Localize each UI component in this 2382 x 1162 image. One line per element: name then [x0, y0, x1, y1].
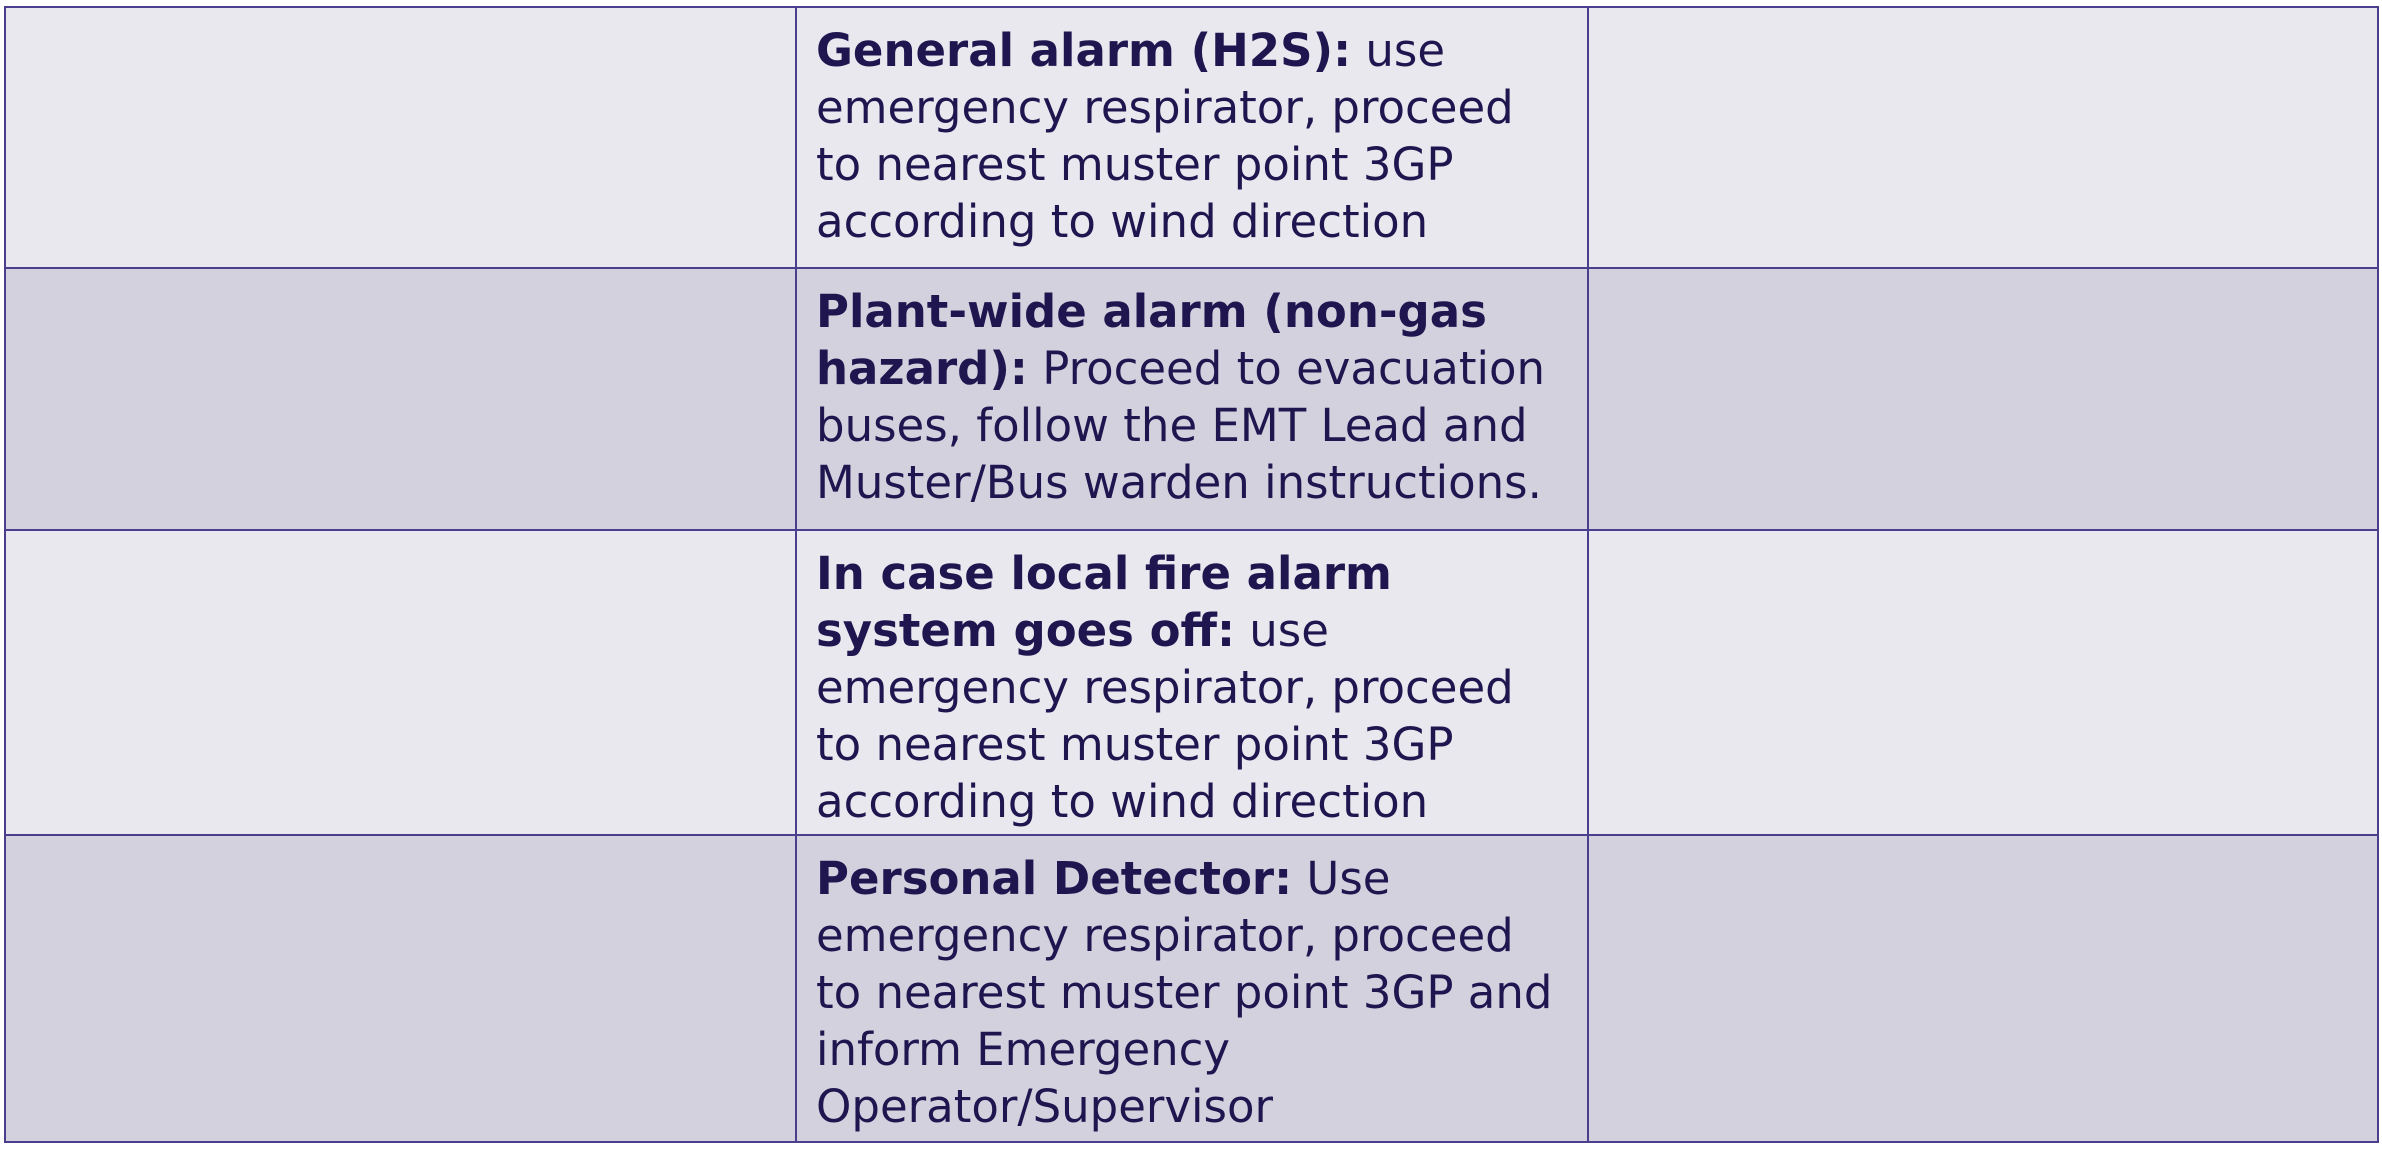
- procedure-title: General alarm (H2S):: [816, 24, 1352, 77]
- left-cell: [4, 529, 797, 836]
- procedure-title: In case local fire alarm system goes off…: [816, 547, 1392, 657]
- right-cell: [1587, 834, 2379, 1143]
- procedure-cell: Personal Detector: Use emergency respira…: [795, 834, 1589, 1143]
- table-row: General alarm (H2S): use emergency respi…: [4, 6, 2379, 269]
- procedure-title: Plant-wide alarm (non-gas hazard):: [816, 285, 1487, 395]
- left-cell: [4, 267, 797, 531]
- procedure-text: use emergency respirator, proceed to nea…: [816, 24, 1514, 248]
- table-row: Personal Detector: Use emergency respira…: [4, 834, 2379, 1143]
- procedure-cell: In case local fire alarm system goes off…: [795, 529, 1589, 836]
- procedure-text: use emergency respirator, proceed to nea…: [816, 604, 1514, 828]
- alarm-procedures-table: General alarm (H2S): use emergency respi…: [4, 6, 2379, 1143]
- procedure-text: Proceed to evacuation buses, follow the …: [816, 342, 1546, 509]
- alarm-procedures-table-container: General alarm (H2S): use emergency respi…: [4, 6, 2379, 1143]
- right-cell: [1587, 6, 2379, 269]
- procedure-title: Personal Detector:: [816, 852, 1293, 905]
- table-row: In case local fire alarm system goes off…: [4, 529, 2379, 836]
- procedure-cell: General alarm (H2S): use emergency respi…: [795, 6, 1589, 269]
- left-cell: [4, 6, 797, 269]
- right-cell: [1587, 529, 2379, 836]
- procedure-text: Use emergency respirator, proceed to nea…: [816, 852, 1553, 1133]
- table-row: Plant-wide alarm (non-gas hazard): Proce…: [4, 267, 2379, 531]
- right-cell: [1587, 267, 2379, 531]
- left-cell: [4, 834, 797, 1143]
- procedure-cell: Plant-wide alarm (non-gas hazard): Proce…: [795, 267, 1589, 531]
